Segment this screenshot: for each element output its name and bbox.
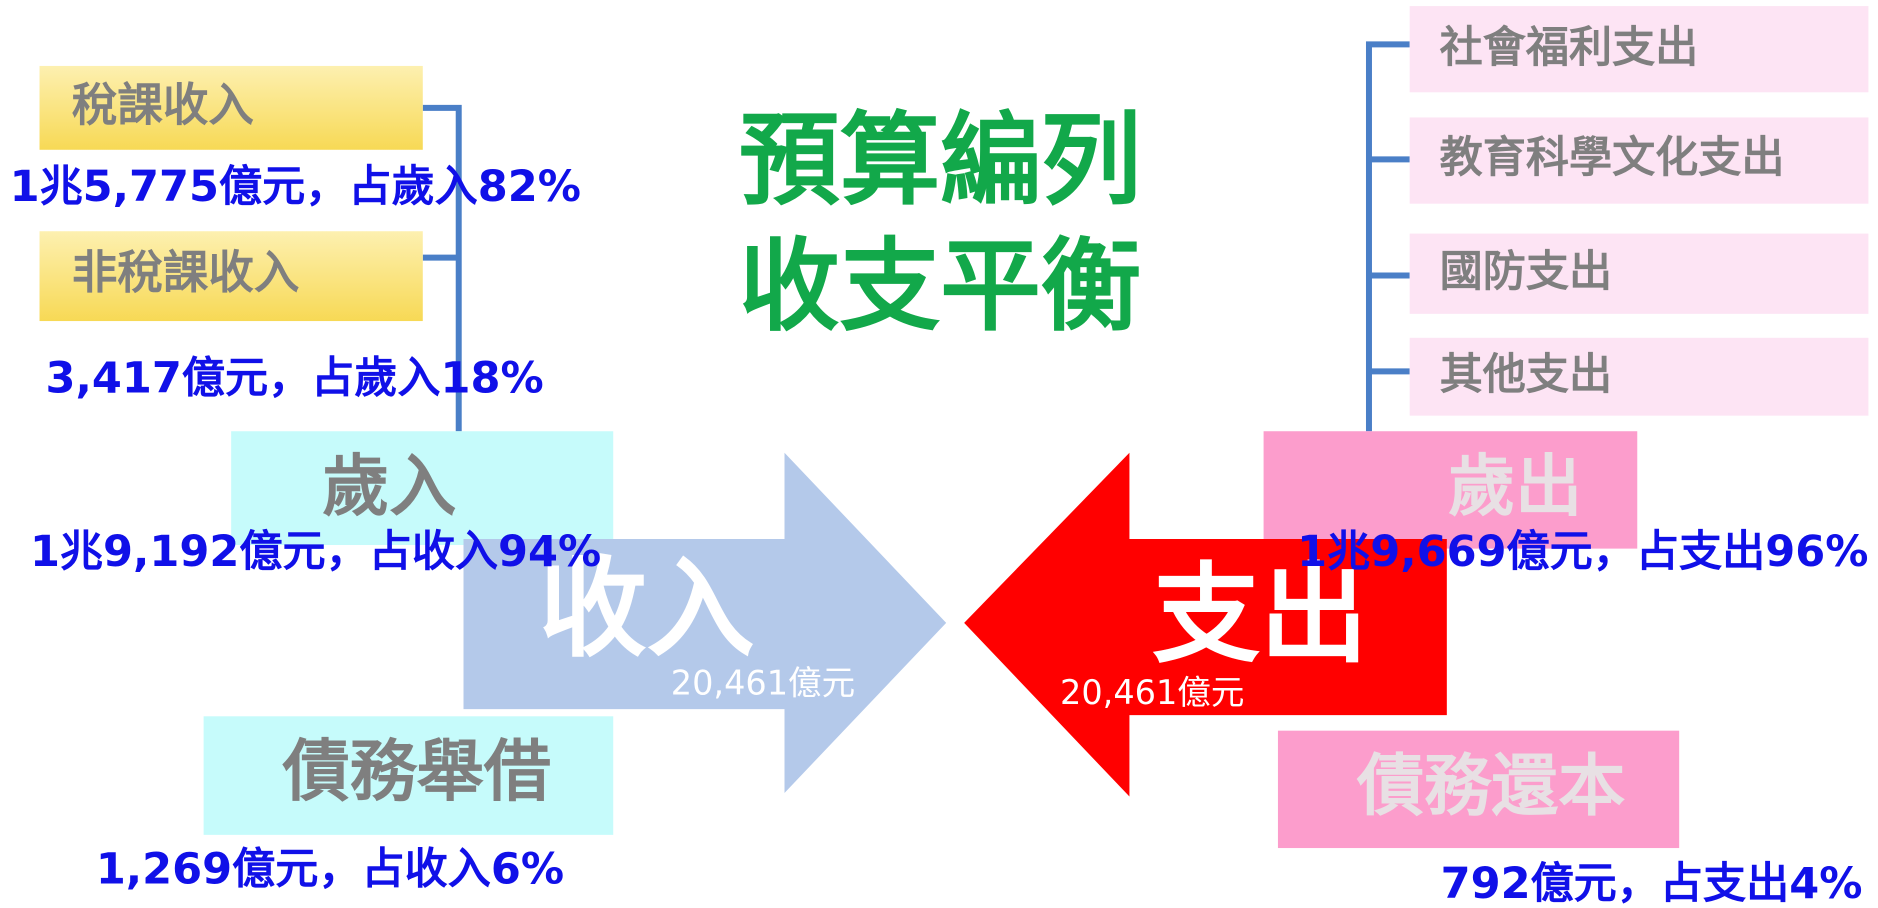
repayment-label: 債務還本 [1356,747,1625,825]
revenue-bracket [422,104,462,432]
expense-arrow [964,452,1447,797]
revenue-item-box [39,65,423,150]
expenditure-item-label: 其他支出 [1440,350,1612,400]
income-amount: 20,461億元 [671,664,855,703]
expenditure-box [1263,431,1638,549]
revenue-item-amount: 3,417億元，占歲入18% [46,353,544,403]
title-line: 預算編列 [739,102,1141,219]
revenue-amount: 1兆9,192億元，占收入94% [30,527,601,577]
borrowing-box [203,716,614,835]
revenue-label: 歲入 [322,448,456,526]
expenditure-item-box [1409,6,1869,93]
income-label: 收入 [539,547,755,672]
income-arrow [463,452,947,793]
expenditure-item-label: 教育科學文化支出 [1440,133,1785,183]
revenue-item-label: 稅課收入 [72,78,254,131]
revenue-item-label: 非稅課收入 [72,246,300,299]
revenue-item-amount: 1兆5,775億元，占歲入82% [10,162,581,212]
title-line: 收支平衡 [739,228,1141,345]
expenditure-item-box [1409,117,1869,204]
expense-amount: 20,461億元 [1060,673,1244,712]
expenditure-item-label: 社會福利支出 [1440,23,1699,73]
repayment-box [1277,730,1680,849]
expenditure-bracket [1365,41,1410,432]
expenditure-item-box [1409,337,1869,416]
expenditure-item-label: 國防支出 [1440,247,1612,297]
borrowing-amount: 1,269億元，占收入6% [96,844,564,894]
revenue-item-box [39,231,423,322]
expenditure-item-box [1409,233,1869,314]
expenditure-label: 歲出 [1448,448,1582,526]
borrowing-label: 債務舉借 [282,733,551,811]
revenue-box [231,431,614,546]
expense-label: 支出 [1152,553,1368,678]
repayment-amount: 792億元，占支出4% [1441,859,1863,908]
expenditure-amount: 1兆9,669億元，占支出96% [1297,527,1868,577]
